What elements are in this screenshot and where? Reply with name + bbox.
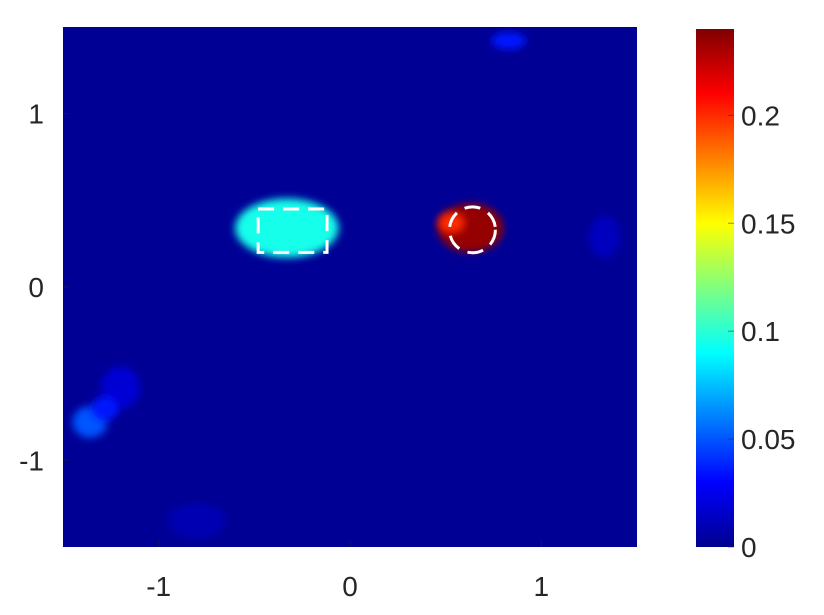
axis-ticks bbox=[63, 113, 542, 547]
dashed-circle-outline bbox=[447, 205, 497, 255]
heatmap-region bbox=[589, 215, 620, 258]
heatmap-background bbox=[63, 27, 637, 547]
y-tick-label: 0 bbox=[28, 272, 44, 303]
heatmap-region bbox=[168, 503, 226, 539]
y-axis-tick-labels: -1 0 1 bbox=[19, 99, 44, 477]
colorbar-ticks: 0 0.05 0.1 0.15 0.2 bbox=[728, 100, 796, 563]
colorbar-tick-label: 0.15 bbox=[741, 208, 796, 239]
colorbar-tick-label: 0 bbox=[741, 532, 757, 563]
x-tick-label: 1 bbox=[534, 571, 550, 602]
x-axis-tick-labels: -1 0 1 bbox=[146, 571, 549, 602]
colorbar-tick-label: 0.2 bbox=[741, 100, 780, 131]
heatmap-region bbox=[91, 396, 119, 421]
colorbar-gradient bbox=[696, 29, 734, 547]
colorbar-tick-label: 0.1 bbox=[741, 316, 780, 347]
y-tick-label: 1 bbox=[28, 99, 44, 130]
colorbar: 0 0.05 0.1 0.15 0.2 bbox=[696, 29, 796, 563]
colorbar-tick-label: 0.05 bbox=[741, 424, 796, 455]
region-outlines bbox=[256, 205, 497, 255]
heatmap-region bbox=[235, 198, 339, 258]
dashed-rect-outline bbox=[256, 207, 329, 254]
plot-area bbox=[63, 27, 637, 547]
heatmap-region bbox=[491, 32, 527, 50]
x-tick-label: -1 bbox=[146, 571, 171, 602]
y-tick-label: -1 bbox=[19, 445, 44, 476]
x-tick-label: 0 bbox=[342, 571, 358, 602]
